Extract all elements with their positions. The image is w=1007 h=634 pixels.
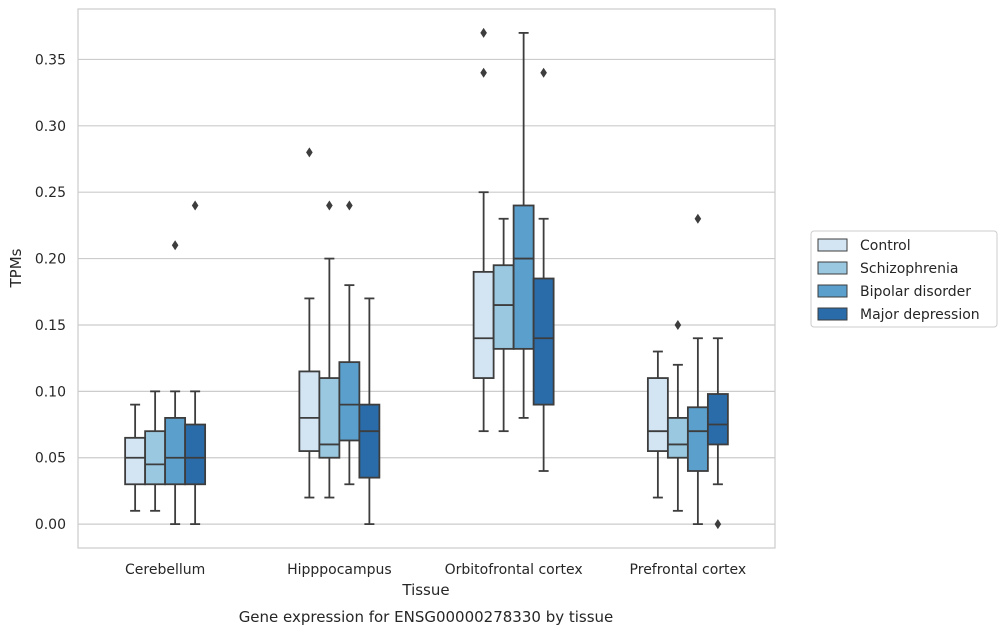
x-tick-label: Prefrontal cortex [630, 562, 747, 578]
y-tick-label: 0.10 [35, 384, 66, 400]
iqr-box [512, 204, 535, 350]
box-schizophrenia [492, 217, 515, 433]
chart-caption: Gene expression for ENSG00000278330 by t… [239, 608, 614, 626]
legend-swatch [817, 238, 848, 252]
outlier-point [480, 67, 487, 78]
x-tick-label: Hipppocampus [287, 562, 392, 578]
box-major-depression [184, 200, 207, 526]
outlier-point [480, 27, 487, 38]
iqr-box [532, 277, 555, 406]
iqr-box [686, 406, 709, 472]
y-tick-label: 0.20 [35, 252, 66, 268]
legend-entry: Schizophrenia [860, 261, 958, 277]
y-ticks: 0.00 0.05 0.10 0.15 0.20 0.25 0.30 0.35 [35, 52, 66, 533]
outlier-point [191, 200, 199, 211]
iqr-box [124, 436, 147, 486]
legend-swatch [817, 307, 848, 321]
box-groups [124, 27, 729, 530]
legend: Control Schizophrenia Bipolar disorder Majo… [810, 230, 998, 328]
box-major-depression [706, 337, 729, 530]
y-tick-label: 0.35 [35, 52, 66, 68]
box-bipolar-disorder [164, 240, 187, 526]
iqr-box [318, 377, 341, 459]
box-control [124, 403, 147, 512]
outlier-point [346, 200, 353, 211]
box-major-depression [532, 67, 555, 472]
x-axis-label: Tissue [401, 581, 449, 599]
box-major-depression [358, 297, 381, 526]
outlier-point [171, 240, 179, 251]
x-tick-label: Orbitofrontal cortex [445, 562, 583, 578]
legend-entry: Major depression [860, 307, 980, 323]
y-tick-label: 0.15 [35, 318, 66, 334]
box-control [472, 27, 495, 433]
legend-entry: Bipolar disorder [860, 284, 971, 300]
box-control [646, 350, 669, 499]
iqr-box [358, 403, 381, 479]
y-tick-label: 0.00 [35, 517, 66, 533]
outlier-point [306, 147, 313, 158]
iqr-box [646, 377, 669, 452]
box-bipolar-disorder [512, 31, 535, 419]
x-tick-label: Cerebellum [125, 562, 205, 578]
legend-swatch [817, 261, 848, 275]
iqr-box [666, 416, 689, 459]
outlier-point [326, 200, 333, 211]
legend-entry: Control [860, 238, 911, 254]
iqr-box [164, 416, 187, 486]
outlier-point [674, 319, 682, 330]
y-axis-label: TPMs [7, 248, 25, 288]
outlier-point [540, 67, 547, 78]
box-schizophrenia [144, 390, 167, 512]
y-tick-label: 0.25 [35, 185, 66, 201]
iqr-box [472, 270, 495, 379]
y-tick-label: 0.05 [35, 451, 66, 467]
x-ticks: Cerebellum Hipppocampus Orbitofrontal cort… [125, 562, 746, 578]
iqr-box [492, 264, 515, 350]
iqr-box [184, 423, 207, 486]
iqr-box [338, 361, 361, 442]
outlier-point [694, 213, 702, 224]
box-control [298, 147, 321, 499]
legend-frame [810, 230, 998, 328]
iqr-box [144, 430, 167, 486]
plot-frame [77, 8, 776, 549]
box-bipolar-disorder [686, 213, 709, 526]
box-schizophrenia [666, 319, 689, 512]
legend-swatch [817, 284, 848, 298]
box-bipolar-disorder [338, 200, 361, 486]
iqr-box [298, 370, 321, 452]
y-tick-label: 0.30 [35, 119, 66, 135]
outlier-point [714, 519, 722, 530]
box-schizophrenia [318, 200, 341, 499]
iqr-box [706, 393, 729, 446]
